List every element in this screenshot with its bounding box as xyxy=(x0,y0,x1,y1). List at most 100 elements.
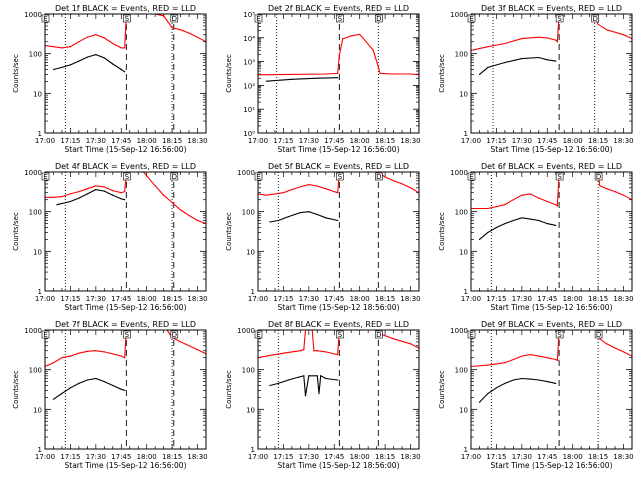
data-point xyxy=(112,194,114,196)
data-point xyxy=(487,231,489,233)
marker-label: E xyxy=(469,15,473,23)
x-tick-label: 17:00 xyxy=(35,295,55,303)
data-point xyxy=(504,223,506,225)
data-point xyxy=(277,382,279,384)
data-point xyxy=(282,192,284,194)
x-tick-label: 18:15 xyxy=(162,137,182,145)
data-point xyxy=(303,375,305,377)
data-point xyxy=(112,384,114,387)
x-tick-label: 18:30 xyxy=(613,137,633,145)
y-tick-label: 100 xyxy=(242,209,255,217)
marker-box xyxy=(467,14,476,23)
x-tick-label: 18:00 xyxy=(137,137,157,145)
x-tick-label: 17:45 xyxy=(111,137,131,145)
y-tick-label: 100 xyxy=(455,51,468,59)
data-point xyxy=(599,185,601,187)
y-tick-label: 10 xyxy=(246,248,255,256)
marker-box xyxy=(555,14,564,23)
data-point xyxy=(606,343,608,345)
x-tick-label: 17:45 xyxy=(537,295,557,303)
data-point xyxy=(521,377,523,380)
data-point xyxy=(56,204,58,206)
data-point xyxy=(379,72,381,74)
data-point xyxy=(180,209,182,211)
y-axis-label: Counts/sec xyxy=(12,54,20,93)
y-tick-label: 1 xyxy=(251,446,255,454)
data-point xyxy=(171,201,173,204)
x-tick-label: 17:30 xyxy=(512,137,532,145)
data-point xyxy=(338,54,340,57)
y-tick-label: 1000 xyxy=(24,169,42,177)
data-point xyxy=(546,37,548,39)
data-point xyxy=(188,345,190,347)
data-point xyxy=(154,185,156,187)
data-point xyxy=(291,189,293,191)
y-tick-label: 1 xyxy=(38,446,42,454)
marker-label: E xyxy=(43,173,47,181)
x-tick-label: 17:30 xyxy=(512,453,532,461)
marker-box xyxy=(467,172,476,181)
data-point xyxy=(316,213,318,216)
data-point xyxy=(78,352,80,354)
data-point xyxy=(487,364,489,366)
data-point xyxy=(124,71,126,73)
x-tick-label: 18:30 xyxy=(187,295,207,303)
data-point xyxy=(291,73,293,75)
x-tick-label: 17:00 xyxy=(461,137,481,145)
marker-label: E xyxy=(256,331,260,339)
y-tick-label: 1 xyxy=(464,288,468,296)
x-axis-label: Start Time (15-Sep-12 16:56:00) xyxy=(491,461,613,470)
x-axis-label: Start Time (15-Sep-12 18:56:00) xyxy=(278,303,400,312)
panel-det-9: Det 9f BLACK = Events, RED = LLD 1 10 100 10… xyxy=(438,320,634,470)
y-axis-label: Counts/sec xyxy=(12,370,20,409)
data-point xyxy=(69,46,71,48)
x-tick-label: 18:00 xyxy=(350,453,370,461)
data-point xyxy=(308,184,310,186)
data-point xyxy=(124,357,126,359)
series-events-black xyxy=(53,54,126,73)
y-tick-label: 100 xyxy=(242,367,255,375)
data-point xyxy=(120,47,122,49)
data-point xyxy=(521,355,523,357)
y-tick-label: 1000 xyxy=(237,327,255,335)
panel-det-8: Det 8f BLACK = Events, RED = LLD 1 10 100 10… xyxy=(225,320,421,470)
data-point xyxy=(103,190,105,192)
panel-title: Det 8f BLACK = Events, RED = LLD xyxy=(268,320,409,329)
y-tick-label: 100 xyxy=(455,209,468,217)
marker-box xyxy=(555,172,564,181)
y-tick-label: 10 xyxy=(246,406,255,414)
plot-frame xyxy=(470,171,633,292)
y-tick-label: 1000 xyxy=(24,327,42,335)
marker-label: E xyxy=(469,331,473,339)
plot-frame xyxy=(44,171,207,292)
data-point xyxy=(320,375,322,377)
marker-box xyxy=(336,172,344,181)
x-tick-label: 17:15 xyxy=(486,295,506,303)
data-point xyxy=(478,238,481,240)
x-tick-label: 18:30 xyxy=(400,137,420,145)
data-point xyxy=(409,187,412,189)
marker-label: E xyxy=(469,173,473,181)
x-tick-label: 18:30 xyxy=(613,295,633,303)
marker-label: E xyxy=(43,15,47,23)
data-point xyxy=(124,47,126,49)
data-point xyxy=(325,188,327,190)
x-tick-label: 17:00 xyxy=(35,137,55,145)
data-point xyxy=(78,382,80,384)
marker-label: S xyxy=(557,15,562,23)
data-point xyxy=(504,362,506,364)
data-point xyxy=(52,68,55,71)
plot-frame xyxy=(44,13,207,134)
data-point xyxy=(308,211,310,213)
x-tick-label: 17:15 xyxy=(486,453,506,461)
marker-box xyxy=(375,14,383,23)
panel-det-7: Det 7f BLACK = Events, RED = LLD 1 10 100 10… xyxy=(12,320,208,470)
data-point xyxy=(606,29,608,31)
marker-label: E xyxy=(256,15,260,23)
data-point xyxy=(95,377,97,380)
x-axis-label: Start Time (15-Sep-12 16:56:00) xyxy=(491,145,613,154)
data-point xyxy=(614,191,616,193)
x-tick-label: 18:00 xyxy=(137,453,157,461)
data-point xyxy=(350,35,352,37)
